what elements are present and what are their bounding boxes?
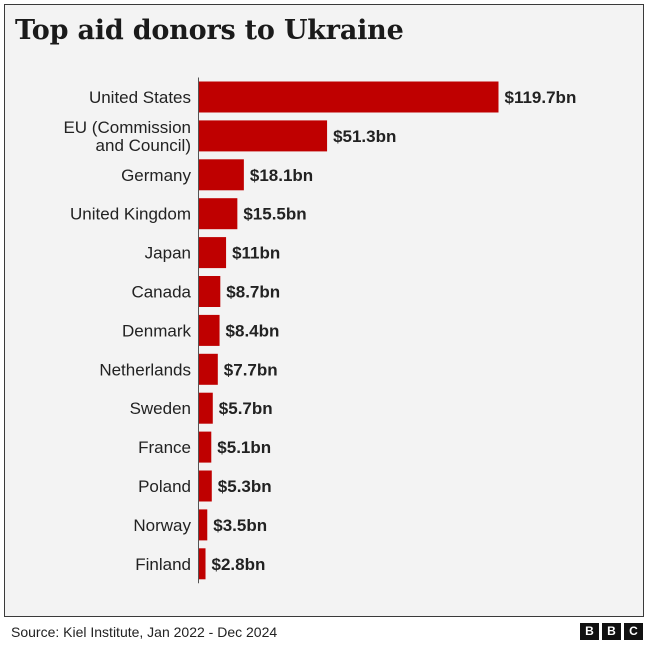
bars-layer: United States $119.7bn EU (Commission and C… xyxy=(63,81,577,580)
category-label: Japan xyxy=(145,244,191,263)
category-label: Poland xyxy=(138,477,191,496)
bar xyxy=(198,276,221,307)
category-label-line: Finland xyxy=(135,555,191,574)
data-label: $15.5bn xyxy=(243,205,306,224)
data-label: $5.7bn xyxy=(219,399,273,418)
data-label: $5.1bn xyxy=(217,438,271,457)
bar xyxy=(198,392,213,424)
category-label: Finland xyxy=(135,555,191,574)
category-label-line: Sweden xyxy=(130,399,191,418)
data-label: $11bn xyxy=(232,244,280,263)
bar xyxy=(198,353,218,385)
data-label: $51.3bn xyxy=(333,127,396,146)
bbc-logo: B B C xyxy=(580,623,643,640)
category-label: United States xyxy=(89,88,191,107)
bar xyxy=(198,159,244,191)
category-label-line: Japan xyxy=(145,244,191,263)
data-label: $119.7bn xyxy=(505,88,577,107)
category-label-line: EU (Commission xyxy=(63,118,191,137)
category-label-line: and Council) xyxy=(96,136,191,155)
bbc-logo-letter: C xyxy=(624,623,643,640)
category-label-line: Norway xyxy=(133,516,191,535)
category-label-line: Germany xyxy=(121,166,191,185)
bar xyxy=(198,431,212,463)
category-label: Denmark xyxy=(122,321,191,340)
bar xyxy=(198,237,227,269)
data-label: $2.8bn xyxy=(212,555,266,574)
data-label: $18.1bn xyxy=(250,166,313,185)
category-label-line: Denmark xyxy=(122,321,191,340)
bar xyxy=(198,509,208,541)
bbc-logo-letter: B xyxy=(580,623,599,640)
category-label-line: Poland xyxy=(138,477,191,496)
category-label: Norway xyxy=(133,516,191,535)
category-label: France xyxy=(138,438,191,457)
category-label-line: Canada xyxy=(131,283,191,302)
bar xyxy=(198,120,328,152)
category-label-line: Netherlands xyxy=(99,360,191,379)
bar-chart: United States $119.7bn EU (Commission and C… xyxy=(63,77,577,584)
bar xyxy=(198,314,220,346)
category-label-line: France xyxy=(138,438,191,457)
category-label-line: United Kingdom xyxy=(70,205,191,224)
category-label: United Kingdom xyxy=(70,205,191,224)
data-label: $7.7bn xyxy=(224,360,278,379)
bbc-logo-letter: B xyxy=(602,623,621,640)
bar xyxy=(198,81,499,113)
source-note: Source: Kiel Institute, Jan 2022 - Dec 2… xyxy=(11,624,278,640)
category-label: Canada xyxy=(131,283,191,302)
category-label: EU (Commission and Council) xyxy=(63,118,191,155)
category-label: Germany xyxy=(121,166,191,185)
category-label-line: United States xyxy=(89,88,191,107)
bar xyxy=(198,198,238,230)
data-label: $8.4bn xyxy=(226,321,280,340)
category-label: Sweden xyxy=(130,399,191,418)
data-label: $8.7bn xyxy=(226,283,280,302)
bar xyxy=(198,548,206,580)
chart-title: Top aid donors to Ukraine xyxy=(15,15,404,46)
bar xyxy=(198,470,212,502)
data-label: $5.3bn xyxy=(218,477,272,496)
data-label: $3.5bn xyxy=(213,516,267,535)
footer: Source: Kiel Institute, Jan 2022 - Dec 2… xyxy=(0,617,651,645)
category-label: Netherlands xyxy=(99,360,191,379)
